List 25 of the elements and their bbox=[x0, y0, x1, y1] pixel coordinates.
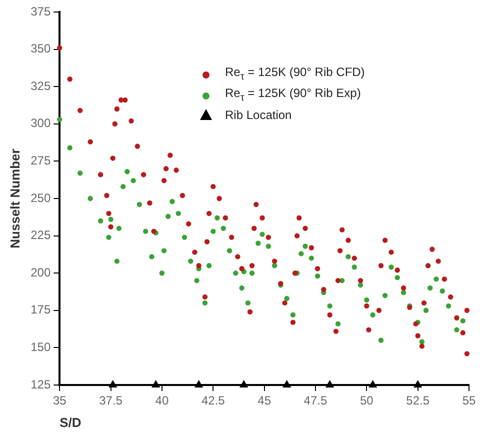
legend-label: Re$_{τ}$ = 125K (90° Rib Exp) bbox=[225, 85, 361, 106]
x-tick-label: 40 bbox=[155, 394, 169, 408]
y-tick-label: 175 bbox=[30, 302, 51, 317]
y-tick-label: 300 bbox=[30, 116, 51, 130]
x-tick-label: 55 bbox=[462, 394, 476, 408]
x-tick-label: 47.5 bbox=[304, 394, 328, 408]
y-tick-label: 325 bbox=[30, 78, 51, 93]
x-tick-label: 37.5 bbox=[99, 394, 123, 408]
legend-label: Rib Location bbox=[225, 106, 292, 123]
y-tick-label: 225 bbox=[30, 228, 51, 242]
x-tick-label: 35 bbox=[52, 394, 67, 408]
y-tick-label: 275 bbox=[30, 154, 51, 168]
x-tick-label: 45 bbox=[258, 394, 272, 408]
x-tick-label: 52.5 bbox=[406, 394, 430, 408]
y-tick-label: 125 bbox=[30, 377, 51, 392]
x-axis-title: S/D bbox=[60, 414, 82, 430]
y-tick-label: 250 bbox=[30, 190, 51, 205]
legend-label: Re$_{τ}$ = 125K (90° Rib CFD) bbox=[225, 64, 365, 84]
y-tick-label: 350 bbox=[30, 42, 51, 56]
y-axis-title: Nusselt Number bbox=[7, 148, 22, 248]
x-tick-label: 50 bbox=[360, 394, 374, 408]
y-tick-label: 150 bbox=[30, 340, 51, 354]
y-tick-label: 200 bbox=[30, 265, 51, 280]
x-tick-label: 42.5 bbox=[201, 394, 226, 408]
y-tick-label: 375 bbox=[30, 4, 51, 18]
